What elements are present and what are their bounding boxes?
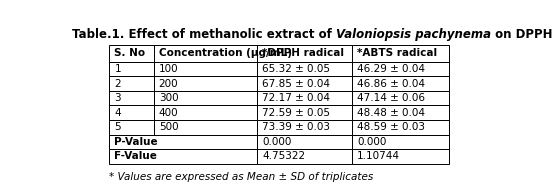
Bar [352, 62, 449, 76]
Bar [153, 62, 257, 76]
Bar [257, 120, 352, 135]
Text: 400: 400 [158, 108, 178, 118]
Text: 300: 300 [158, 93, 178, 103]
Text: S. No: S. No [115, 48, 146, 58]
Text: 2: 2 [115, 79, 121, 89]
Text: *DPPH radical: *DPPH radical [262, 48, 344, 58]
Text: Valoniopsis pachynema: Valoniopsis pachynema [336, 28, 490, 41]
Text: 72.59 ± 0.05: 72.59 ± 0.05 [262, 108, 330, 118]
Text: 48.48 ± 0.04: 48.48 ± 0.04 [357, 108, 425, 118]
Bar [352, 106, 449, 120]
Bar [153, 106, 257, 120]
Bar [109, 62, 153, 76]
Bar [109, 135, 257, 149]
Text: 1.10744: 1.10744 [357, 152, 400, 162]
Text: P-Value: P-Value [115, 137, 158, 147]
Text: 3: 3 [115, 93, 121, 103]
Text: 200: 200 [158, 79, 178, 89]
Text: 67.85 ± 0.04: 67.85 ± 0.04 [262, 79, 330, 89]
Bar [153, 120, 257, 135]
Bar [352, 149, 449, 164]
Text: 1: 1 [115, 64, 121, 74]
Bar [257, 45, 352, 62]
Text: 72.17 ± 0.04: 72.17 ± 0.04 [262, 93, 330, 103]
Bar [257, 106, 352, 120]
Text: * Values are expressed as Mean ± SD of triplicates: * Values are expressed as Mean ± SD of t… [109, 172, 374, 182]
Text: 0.000: 0.000 [357, 137, 386, 147]
Bar [352, 135, 449, 149]
Text: on DPPH and ABTS radicals: on DPPH and ABTS radicals [490, 28, 556, 41]
Bar [109, 149, 257, 164]
Text: 100: 100 [158, 64, 178, 74]
Bar [109, 76, 153, 91]
Bar [153, 91, 257, 106]
Bar [257, 135, 352, 149]
Text: F-Value: F-Value [115, 152, 157, 162]
Bar [257, 62, 352, 76]
Text: 48.59 ± 0.03: 48.59 ± 0.03 [357, 122, 425, 132]
Bar [352, 45, 449, 62]
Text: 46.86 ± 0.04: 46.86 ± 0.04 [357, 79, 425, 89]
Text: 4: 4 [115, 108, 121, 118]
Text: 4.75322: 4.75322 [262, 152, 305, 162]
Bar [109, 45, 153, 62]
Bar [352, 76, 449, 91]
Bar [153, 45, 257, 62]
Text: 0.000: 0.000 [262, 137, 291, 147]
Text: 73.39 ± 0.03: 73.39 ± 0.03 [262, 122, 330, 132]
Bar [257, 91, 352, 106]
Text: 46.29 ± 0.04: 46.29 ± 0.04 [357, 64, 425, 74]
Text: *ABTS radical: *ABTS radical [357, 48, 437, 58]
Bar [352, 91, 449, 106]
Text: 500: 500 [158, 122, 178, 132]
Bar [257, 149, 352, 164]
Text: Concentration (μg/mL): Concentration (μg/mL) [158, 48, 292, 58]
Text: Table.1. Effect of methanolic extract of: Table.1. Effect of methanolic extract of [72, 28, 336, 41]
Text: 65.32 ± 0.05: 65.32 ± 0.05 [262, 64, 330, 74]
Text: 47.14 ± 0.06: 47.14 ± 0.06 [357, 93, 425, 103]
Bar [109, 91, 153, 106]
Bar [153, 76, 257, 91]
Text: 5: 5 [115, 122, 121, 132]
Bar [257, 76, 352, 91]
Bar [109, 120, 153, 135]
Bar [352, 120, 449, 135]
Bar [109, 106, 153, 120]
